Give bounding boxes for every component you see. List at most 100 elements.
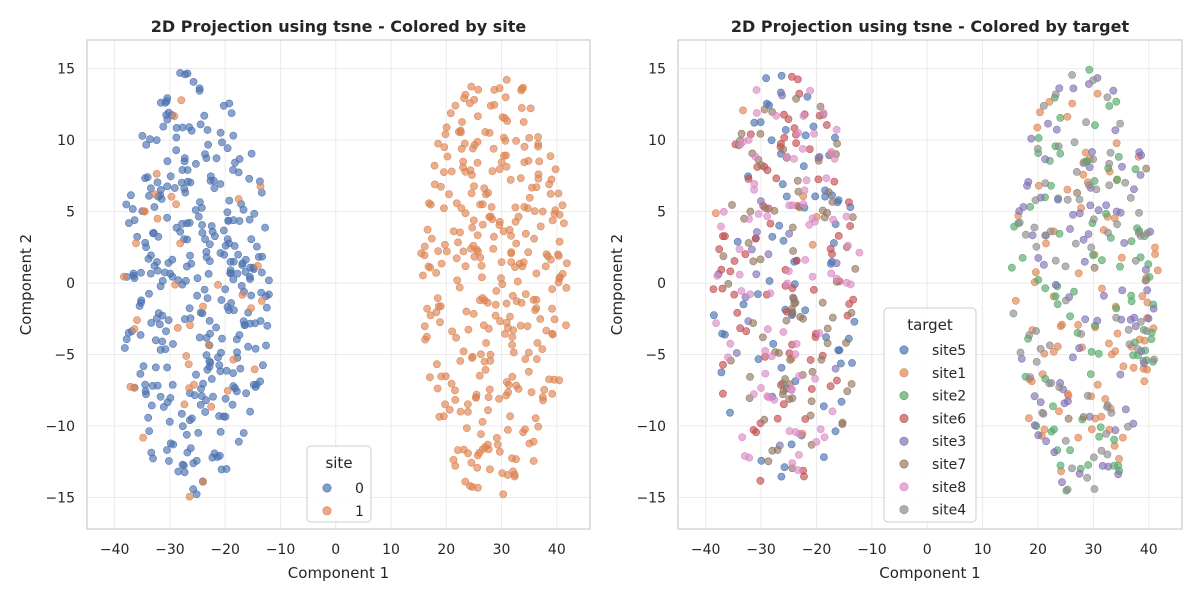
point-1 (186, 321, 194, 330)
point-1 (461, 209, 470, 218)
point-0 (227, 109, 236, 117)
point-site2 (1026, 202, 1034, 211)
legend-label-0: 0 (355, 481, 364, 497)
point-site4 (1150, 355, 1158, 364)
point-1 (427, 234, 436, 243)
point-site2 (1056, 149, 1065, 158)
point-1 (533, 339, 542, 347)
point-site1 (1042, 239, 1050, 248)
point-site8 (767, 352, 776, 361)
point-site1 (1079, 170, 1088, 179)
point-site3 (1081, 315, 1090, 324)
point-1 (250, 365, 259, 374)
point-site3 (1064, 397, 1072, 406)
point-site6 (780, 133, 789, 142)
point-1 (495, 447, 504, 456)
point-site7 (847, 380, 856, 388)
point-site7 (787, 305, 796, 313)
point-site1 (1098, 284, 1106, 293)
point-site5 (767, 136, 776, 145)
point-site3 (1075, 209, 1084, 218)
point-site8 (754, 210, 763, 218)
point-0 (137, 298, 145, 307)
point-site2 (1034, 134, 1043, 142)
point-site4 (1104, 228, 1112, 237)
points-group (709, 65, 1162, 495)
point-0 (196, 400, 205, 409)
point-1 (506, 175, 515, 184)
point-site5 (780, 463, 789, 472)
point-1 (479, 321, 488, 330)
point-1 (482, 339, 490, 347)
point-1 (525, 193, 534, 202)
point-0 (264, 290, 273, 299)
point-1 (417, 249, 426, 258)
point-site2 (1116, 262, 1124, 271)
point-site6 (807, 385, 816, 393)
point-1 (458, 118, 466, 126)
point-site8 (763, 325, 772, 334)
point-0 (142, 140, 151, 149)
point-0 (189, 485, 198, 494)
point-1 (481, 365, 490, 374)
point-0 (232, 335, 241, 344)
point-site2 (1034, 275, 1043, 284)
legend-marker-site2 (899, 391, 909, 401)
point-site2 (1086, 370, 1095, 378)
point-site5 (733, 237, 742, 246)
point-0 (146, 184, 155, 193)
point-site6 (834, 231, 843, 240)
point-site7 (775, 349, 783, 357)
point-site8 (808, 272, 817, 281)
point-site3 (1126, 315, 1135, 324)
point-1 (530, 234, 538, 243)
point-site4 (1016, 348, 1025, 357)
point-site8 (790, 154, 798, 163)
point-1 (433, 294, 442, 302)
point-1 (520, 158, 529, 167)
point-1 (502, 299, 511, 308)
point-1 (487, 203, 496, 211)
point-1 (477, 273, 486, 282)
point-1 (499, 133, 508, 142)
point-1 (560, 219, 568, 228)
point-1 (432, 268, 441, 277)
point-site4 (1032, 357, 1041, 366)
point-site3 (831, 364, 840, 373)
point-0 (219, 226, 228, 235)
point-site7 (808, 367, 817, 376)
point-1 (437, 259, 446, 268)
point-1 (532, 269, 541, 278)
point-0 (138, 131, 147, 140)
point-site8 (855, 248, 864, 257)
point-site7 (851, 264, 860, 273)
point-site6 (730, 290, 739, 299)
point-site8 (832, 125, 841, 134)
point-0 (178, 219, 186, 228)
point-1 (495, 84, 504, 93)
y-tick-label: −10 (636, 419, 666, 435)
point-0 (224, 216, 233, 225)
point-site5 (781, 126, 790, 134)
point-site1 (808, 240, 817, 249)
point-site4 (1077, 330, 1086, 338)
point-1 (550, 315, 559, 324)
point-site2 (1066, 312, 1074, 321)
point-site3 (1142, 265, 1150, 274)
point-1 (492, 433, 501, 442)
point-1 (527, 388, 536, 397)
point-1 (536, 315, 545, 323)
point-1 (457, 204, 466, 212)
point-1 (501, 93, 510, 102)
point-1 (488, 167, 497, 175)
legend-marker-site6 (899, 413, 909, 423)
point-site8 (752, 109, 761, 117)
y-tick-label: −10 (45, 419, 75, 435)
point-site3 (1069, 210, 1077, 219)
point-1 (185, 492, 194, 501)
point-0 (163, 182, 172, 191)
point-site3 (1088, 148, 1096, 156)
point-1 (473, 231, 482, 240)
point-site3 (1111, 426, 1120, 435)
point-site8 (749, 390, 758, 399)
